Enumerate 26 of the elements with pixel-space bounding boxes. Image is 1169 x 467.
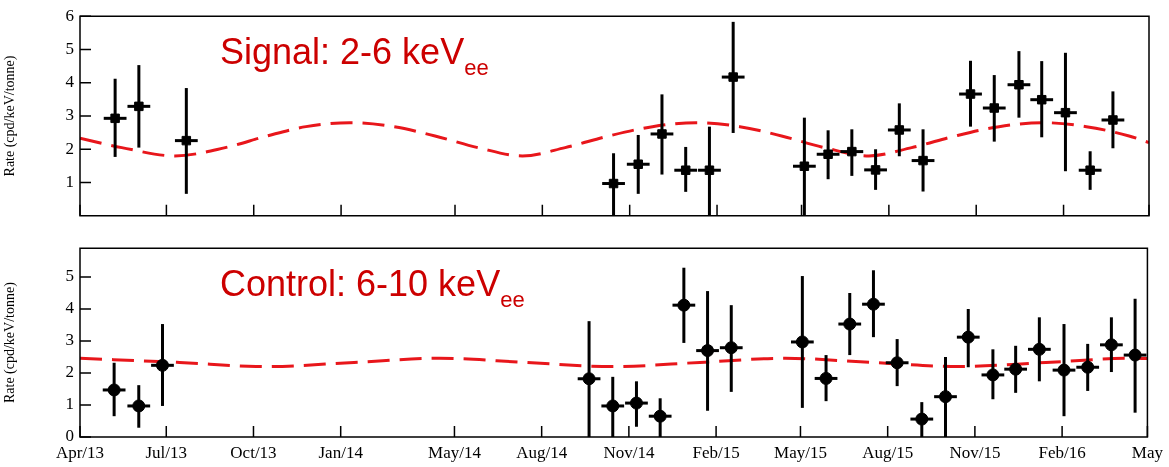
x-tick-label: Oct/13 bbox=[230, 442, 277, 462]
x-tick-label: Nov/15 bbox=[949, 442, 1001, 462]
y-tick-label: 5 bbox=[65, 38, 74, 58]
x-tick-label: Jul/13 bbox=[145, 442, 188, 462]
y-tick-label: 2 bbox=[65, 362, 74, 382]
x-tick-label: Feb/16 bbox=[1038, 442, 1086, 462]
x-tick-label: Nov/14 bbox=[603, 442, 655, 462]
x-tick-label: May/14 bbox=[428, 442, 482, 462]
x-tick-label: Aug/14 bbox=[516, 442, 568, 462]
x-tick-label: Aug/15 bbox=[862, 442, 914, 462]
y-axis-title: Rate (cpd/keV/tonne) bbox=[2, 281, 19, 404]
y-tick-label: 1 bbox=[65, 394, 74, 414]
y-tick-label: 3 bbox=[65, 330, 74, 350]
y-tick-label: 5 bbox=[65, 266, 74, 286]
y-axis-title: Rate (cpd/keV/tonne) bbox=[2, 55, 19, 177]
y-tick-label: 2 bbox=[65, 138, 74, 158]
x-tick-label: May bbox=[1131, 442, 1164, 462]
x-tick-label: Jan/14 bbox=[318, 442, 364, 462]
y-tick-label: 3 bbox=[65, 105, 74, 125]
y-tick-label: 1 bbox=[65, 172, 74, 191]
x-tick-label: May/15 bbox=[774, 442, 827, 462]
y-tick-label: 6 bbox=[65, 5, 74, 25]
line-series bbox=[80, 121, 1149, 158]
y-tick-label: 4 bbox=[65, 72, 75, 92]
y-tick-label: 4 bbox=[65, 298, 75, 318]
x-tick-label: Feb/15 bbox=[692, 442, 740, 462]
